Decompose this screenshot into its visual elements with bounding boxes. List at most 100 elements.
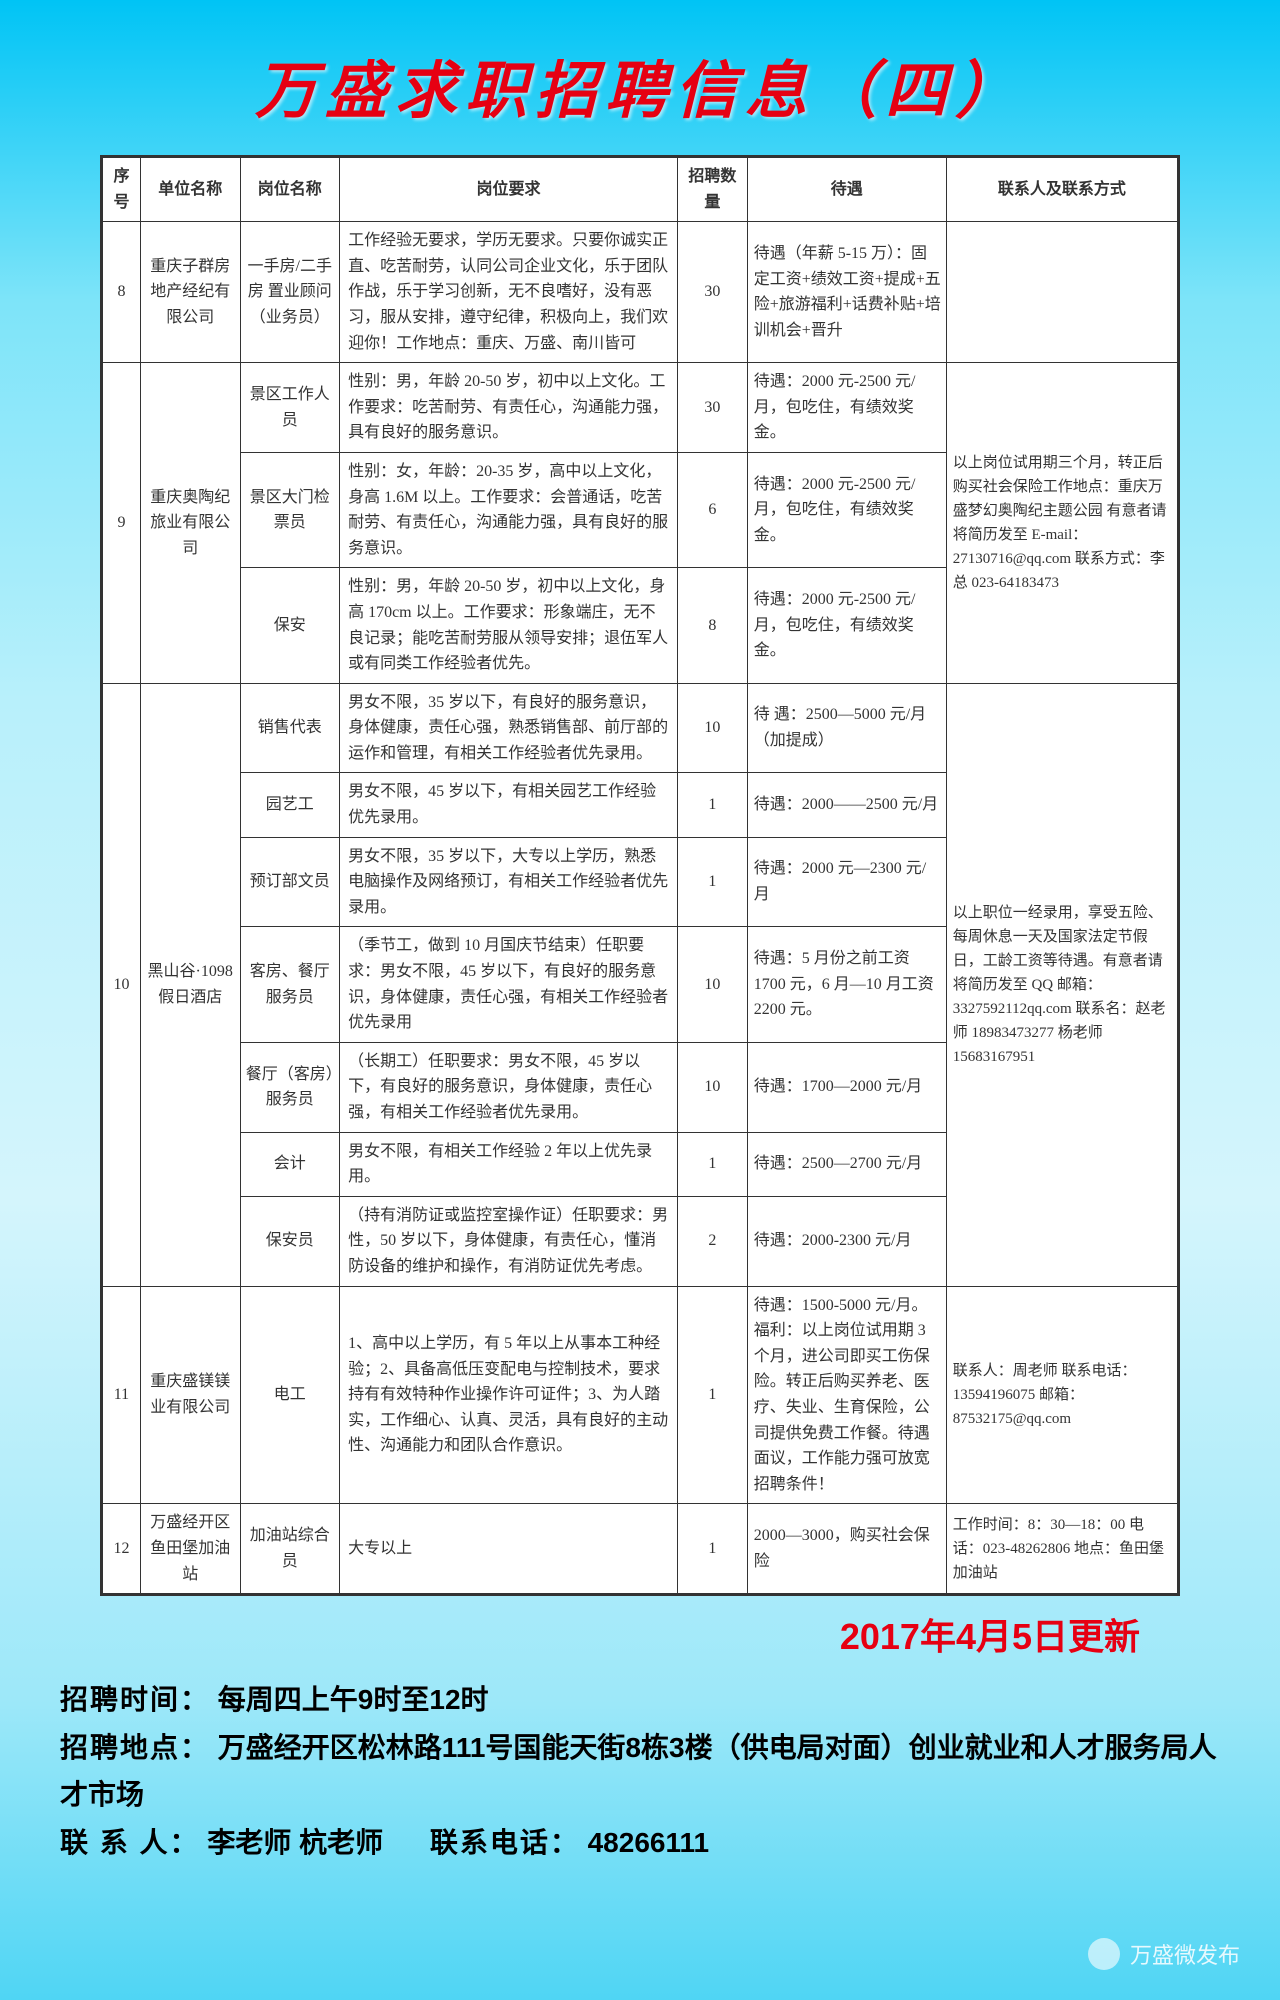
cell-treatment: 待遇：5 月份之前工资 1700 元，6 月—10 月工资 2200 元。 xyxy=(747,927,946,1042)
cell-treatment: 待 遇：2500—5000 元/月（加提成） xyxy=(747,683,946,773)
footer-contact-label: 联 系 人： xyxy=(60,1827,200,1858)
cell-count: 6 xyxy=(678,452,748,567)
footer-phone-value: 48266111 xyxy=(588,1827,710,1858)
cell-contact: 以上职位一经录用，享受五险、每周休息一天及国家法定节假日，工龄工资等待遇。有意者… xyxy=(946,683,1177,1286)
col-company: 单位名称 xyxy=(140,158,240,222)
cell-contact: 联系人：周老师 联系电话：13594196075 邮箱：87532175@qq.… xyxy=(946,1286,1177,1504)
footer: 招聘时间： 每周四上午9时至12时 招聘地点： 万盛经开区松林路111号国能天街… xyxy=(0,1670,1280,1866)
col-contact: 联系人及联系方式 xyxy=(946,158,1177,222)
cell-treatment: 待遇：2000 元-2500 元/月，包吃住，有绩效奖金。 xyxy=(747,452,946,567)
cell-position: 会计 xyxy=(240,1132,340,1196)
footer-addr: 招聘地点： 万盛经开区松林路111号国能天街8栋3楼（供电局对面）创业就业和人才… xyxy=(60,1724,1220,1819)
cell-requirement: 1、高中以上学历，有 5 年以上从事本工种经验；2、具备高低压变配电与控制技术，… xyxy=(340,1286,678,1504)
cell-seq: 10 xyxy=(103,683,141,1286)
footer-contact-value: 李老师 杭老师 xyxy=(207,1827,383,1858)
cell-requirement: 性别：男，年龄 20-50 岁，初中以上文化。工作要求：吃苦耐劳、有责任心，沟通… xyxy=(340,363,678,453)
page-title: 万盛求职招聘信息（四） xyxy=(0,0,1280,155)
cell-position: 保安员 xyxy=(240,1196,340,1286)
cell-contact xyxy=(946,222,1177,363)
cell-company: 重庆奥陶纪旅业有限公司 xyxy=(140,363,240,684)
cell-treatment: 待遇：2000 元—2300 元/月 xyxy=(747,837,946,927)
cell-requirement: （季节工，做到 10 月国庆节结束）任职要求：男女不限，45 岁以下，有良好的服… xyxy=(340,927,678,1042)
cell-requirement: 大专以上 xyxy=(340,1504,678,1594)
col-count: 招聘数量 xyxy=(678,158,748,222)
col-position: 岗位名称 xyxy=(240,158,340,222)
cell-treatment: 待遇：2500—2700 元/月 xyxy=(747,1132,946,1196)
cell-count: 30 xyxy=(678,363,748,453)
table-header-row: 序号 单位名称 岗位名称 岗位要求 招聘数量 待遇 联系人及联系方式 xyxy=(103,158,1178,222)
table-row: 9重庆奥陶纪旅业有限公司景区工作人员性别：男，年龄 20-50 岁，初中以上文化… xyxy=(103,363,1178,453)
cell-position: 景区大门检票员 xyxy=(240,452,340,567)
watermark: 万盛微发布 xyxy=(1088,1938,1240,1970)
footer-time: 招聘时间： 每周四上午9时至12时 xyxy=(60,1676,1220,1724)
table-row: 11重庆盛镁镁业有限公司电工1、高中以上学历，有 5 年以上从事本工种经验；2、… xyxy=(103,1286,1178,1504)
cell-position: 餐厅（客房）服务员 xyxy=(240,1042,340,1132)
footer-contact: 联 系 人： 李老师 杭老师 联系电话： 48266111 xyxy=(60,1819,1220,1867)
cell-requirement: 男女不限，有相关工作经验 2 年以上优先录用。 xyxy=(340,1132,678,1196)
cell-treatment: 待遇：2000 元-2500 元/月，包吃住，有绩效奖金。 xyxy=(747,568,946,683)
footer-time-value: 每周四上午9时至12时 xyxy=(218,1684,489,1715)
cell-company: 万盛经开区鱼田堡加油站 xyxy=(140,1504,240,1594)
cell-requirement: 男女不限，45 岁以下，有相关园艺工作经验优先录用。 xyxy=(340,773,678,837)
cell-count: 1 xyxy=(678,837,748,927)
cell-company: 黑山谷·1098 假日酒店 xyxy=(140,683,240,1286)
job-table-container: 序号 单位名称 岗位名称 岗位要求 招聘数量 待遇 联系人及联系方式 8重庆子群… xyxy=(100,155,1180,1596)
footer-time-label: 招聘时间： xyxy=(60,1684,210,1715)
table-row: 10黑山谷·1098 假日酒店销售代表男女不限，35 岁以下，有良好的服务意识，… xyxy=(103,683,1178,773)
cell-seq: 8 xyxy=(103,222,141,363)
cell-treatment: 待遇：2000-2300 元/月 xyxy=(747,1196,946,1286)
cell-treatment: 2000—3000，购买社会保险 xyxy=(747,1504,946,1594)
cell-requirement: 工作经验无要求，学历无要求。只要你诚实正直、吃苦耐劳，认同公司企业文化，乐于团队… xyxy=(340,222,678,363)
cell-requirement: 性别：男，年龄 20-50 岁，初中以上文化，身高 170cm 以上。工作要求：… xyxy=(340,568,678,683)
cell-requirement: 男女不限，35 岁以下，有良好的服务意识，身体健康，责任心强，熟悉销售部、前厅部… xyxy=(340,683,678,773)
cell-treatment: 待遇：1700—2000 元/月 xyxy=(747,1042,946,1132)
cell-treatment: 待遇：1500-5000 元/月。福利：以上岗位试用期 3 个月，进公司即买工伤… xyxy=(747,1286,946,1504)
cell-requirement: 性别：女，年龄：20-35 岁，高中以上文化，身高 1.6M 以上。工作要求：会… xyxy=(340,452,678,567)
cell-seq: 9 xyxy=(103,363,141,684)
cell-treatment: 待遇（年薪 5-15 万）：固定工资+绩效工资+提成+五险+旅游福利+话费补贴+… xyxy=(747,222,946,363)
footer-phone-label: 联系电话： xyxy=(430,1827,580,1858)
cell-position: 景区工作人员 xyxy=(240,363,340,453)
cell-position: 园艺工 xyxy=(240,773,340,837)
cell-count: 30 xyxy=(678,222,748,363)
cell-count: 10 xyxy=(678,683,748,773)
cell-treatment: 待遇：2000 元-2500 元/月，包吃住，有绩效奖金。 xyxy=(747,363,946,453)
col-seq: 序号 xyxy=(103,158,141,222)
cell-contact: 工作时间：8：30—18：00 电话：023-48262806 地点：鱼田堡加油… xyxy=(946,1504,1177,1594)
cell-count: 10 xyxy=(678,927,748,1042)
cell-seq: 11 xyxy=(103,1286,141,1504)
watermark-text: 万盛微发布 xyxy=(1130,1938,1240,1970)
cell-company: 重庆盛镁镁业有限公司 xyxy=(140,1286,240,1504)
cell-requirement: 男女不限，35 岁以下，大专以上学历，熟悉电脑操作及网络预订，有相关工作经验者优… xyxy=(340,837,678,927)
footer-addr-value: 万盛经开区松林路111号国能天街8栋3楼（供电局对面）创业就业和人才服务局人才市… xyxy=(60,1732,1217,1811)
cell-count: 1 xyxy=(678,773,748,837)
cell-count: 10 xyxy=(678,1042,748,1132)
job-table: 序号 单位名称 岗位名称 岗位要求 招聘数量 待遇 联系人及联系方式 8重庆子群… xyxy=(102,157,1178,1594)
cell-requirement: （长期工）任职要求：男女不限，45 岁以下，有良好的服务意识，身体健康，责任心强… xyxy=(340,1042,678,1132)
footer-addr-label: 招聘地点： xyxy=(60,1732,210,1763)
col-requirement: 岗位要求 xyxy=(340,158,678,222)
cell-position: 客房、餐厅服务员 xyxy=(240,927,340,1042)
cell-count: 1 xyxy=(678,1286,748,1504)
table-body: 8重庆子群房地产经纪有限公司一手房/二手房 置业顾问（业务员）工作经验无要求，学… xyxy=(103,222,1178,1594)
table-row: 8重庆子群房地产经纪有限公司一手房/二手房 置业顾问（业务员）工作经验无要求，学… xyxy=(103,222,1178,363)
cell-treatment: 待遇：2000——2500 元/月 xyxy=(747,773,946,837)
cell-contact: 以上岗位试用期三个月，转正后购买社会保险工作地点：重庆万盛梦幻奥陶纪主题公园 有… xyxy=(946,363,1177,684)
cell-position: 加油站综合员 xyxy=(240,1504,340,1594)
cell-seq: 12 xyxy=(103,1504,141,1594)
cell-count: 1 xyxy=(678,1132,748,1196)
cell-count: 8 xyxy=(678,568,748,683)
cell-requirement: （持有消防证或监控室操作证）任职要求：男性，50 岁以下，身体健康，有责任心，懂… xyxy=(340,1196,678,1286)
cell-count: 2 xyxy=(678,1196,748,1286)
cell-position: 一手房/二手房 置业顾问（业务员） xyxy=(240,222,340,363)
cell-company: 重庆子群房地产经纪有限公司 xyxy=(140,222,240,363)
cell-position: 电工 xyxy=(240,1286,340,1504)
cell-position: 销售代表 xyxy=(240,683,340,773)
cell-position: 预订部文员 xyxy=(240,837,340,927)
wechat-icon xyxy=(1088,1938,1120,1970)
cell-position: 保安 xyxy=(240,568,340,683)
cell-count: 1 xyxy=(678,1504,748,1594)
update-date: 2017年4月5日更新 xyxy=(0,1596,1280,1670)
col-treatment: 待遇 xyxy=(747,158,946,222)
table-row: 12万盛经开区鱼田堡加油站加油站综合员大专以上12000—3000，购买社会保险… xyxy=(103,1504,1178,1594)
